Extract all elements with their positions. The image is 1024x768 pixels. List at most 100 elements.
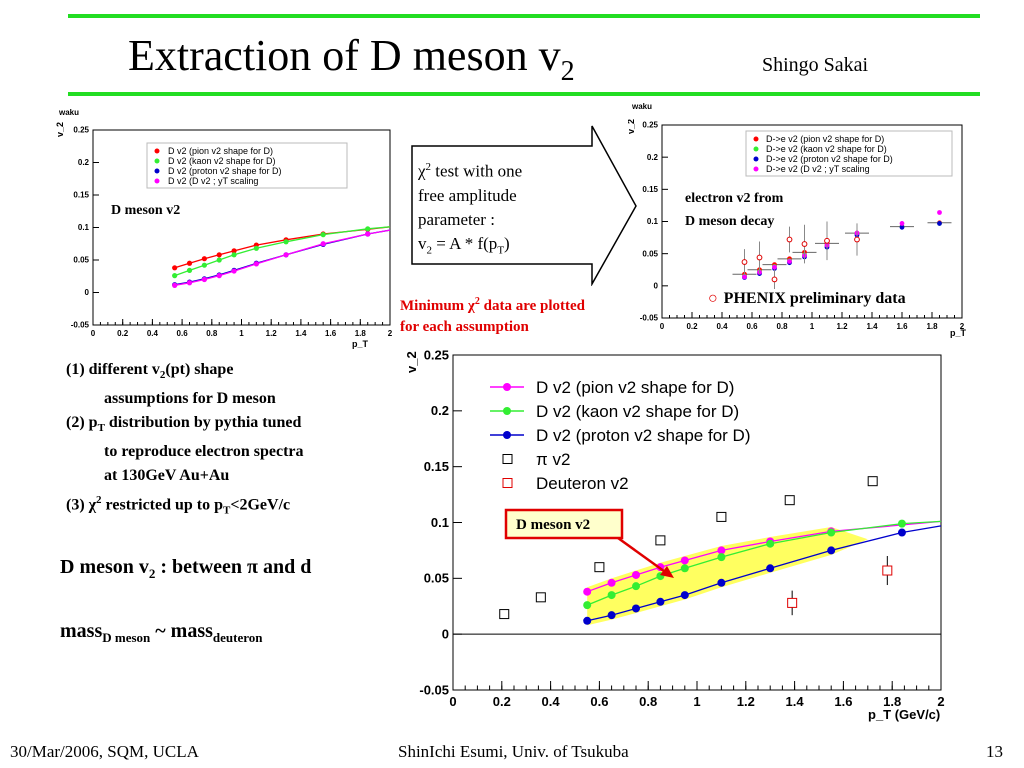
legend-marker [503, 431, 511, 439]
legend-label: Deuteron v2 [536, 474, 629, 493]
open-circle-icon: ○ [708, 290, 718, 307]
x-tick-label: 1 [810, 322, 815, 331]
data-point [937, 210, 942, 215]
series-line [174, 226, 391, 269]
x-tick-label: 0.6 [177, 329, 189, 338]
legend-marker [154, 158, 160, 164]
pion-point [655, 535, 666, 546]
bottom-green-rule [68, 92, 980, 96]
panel-tag: waku [631, 102, 652, 111]
y-tick-label: 0.15 [73, 191, 89, 200]
data-point [801, 241, 808, 247]
x-tick-label: 1.8 [883, 694, 901, 709]
data-point [172, 265, 178, 271]
legend-label: D v2 (kaon v2 shape for D) [168, 156, 276, 166]
data-point [186, 280, 193, 286]
list-item-cont: at 130GeV Au+Au [104, 467, 230, 485]
data-point [253, 261, 259, 267]
data-point [824, 237, 830, 244]
data-point [186, 267, 193, 273]
callout-arrow [617, 536, 669, 576]
pion-point [784, 495, 795, 506]
x-tick-label: 1.4 [295, 329, 307, 338]
x-tick-label: 1.4 [786, 694, 805, 709]
x-tick-label: 0 [91, 329, 96, 338]
phenix-label: ○ PHENIX preliminary data [708, 290, 906, 307]
legend-marker [502, 478, 513, 488]
series-line [174, 226, 391, 277]
x-tick-label: 0.8 [639, 694, 657, 709]
y-axis-label: v_2 [404, 351, 419, 373]
data-point [827, 528, 836, 537]
data-point [607, 591, 616, 600]
data-point [742, 274, 747, 280]
x-tick-label: 0.4 [716, 322, 728, 331]
x-axis-label: p_T [950, 328, 967, 338]
data-point [741, 259, 748, 265]
inner-label: electron v2 from [685, 191, 784, 206]
x-tick-label: 0.2 [493, 694, 511, 709]
list-item-cont: to reproduce electron spectra [104, 443, 304, 461]
data-point [365, 226, 371, 232]
data-point [583, 616, 592, 625]
x-tick-label: 1.2 [836, 322, 848, 331]
pion-point [499, 609, 510, 620]
y-tick-label: 0.05 [424, 571, 449, 586]
pion-point [867, 476, 878, 487]
x-tick-label: 0.6 [590, 694, 608, 709]
data-point [897, 519, 906, 528]
list-item: (2) pT distribution by pythia tuned [66, 414, 302, 435]
x-tick-label: 2 [388, 329, 393, 338]
arrow-box-text: χ2 test with one free amplitude paramete… [418, 161, 523, 257]
legend-marker [753, 136, 759, 142]
callout-arrowhead [660, 566, 674, 578]
x-tick-label: 0.4 [542, 694, 561, 709]
legend-label: D v2 (proton v2 shape for D) [168, 166, 282, 176]
data-point [632, 604, 640, 613]
y-tick-label: -0.05 [640, 314, 659, 323]
legend-box [745, 130, 953, 177]
y-axis-label: v_2 [55, 122, 65, 137]
data-point [772, 264, 777, 270]
x-tick-label: 1 [239, 329, 244, 338]
series-line [586, 520, 942, 606]
y-tick-label: 0.25 [424, 347, 449, 362]
x-tick-label: 1.6 [325, 329, 337, 338]
data-point [756, 254, 763, 261]
data-point [231, 248, 237, 254]
slide-title: Extraction of D meson v2 [128, 31, 575, 87]
x-tick-label: 1.2 [266, 329, 278, 338]
x-tick-label: 1.6 [834, 694, 852, 709]
data-point [216, 257, 222, 263]
series-line [174, 229, 391, 286]
data-point [583, 601, 592, 610]
x-tick-label: 0 [660, 322, 665, 331]
data-point [680, 564, 689, 573]
data-point [283, 252, 289, 258]
y-tick-label: 0.25 [642, 121, 658, 130]
top-green-rule [68, 14, 980, 18]
minimum-chi2-note: Minimum χ2 data are plotted for each ass… [400, 296, 585, 335]
y-tick-label: 0.2 [431, 403, 449, 418]
data-point [607, 611, 616, 620]
x-tick-label: 0.8 [206, 329, 218, 338]
y-tick-label: -0.05 [419, 682, 449, 697]
callout-label: D meson v2 [516, 517, 590, 533]
data-point [766, 539, 775, 548]
data-point [201, 276, 207, 283]
chi2-arrow-box [411, 125, 637, 286]
author-name: Shingo Sakai [762, 54, 869, 76]
x-tick-label: 2 [960, 322, 965, 331]
legend-marker [154, 178, 160, 184]
legend-label: π v2 [536, 450, 570, 469]
legend-label: D v2 (D v2 ; yT scaling [168, 176, 258, 186]
data-point [766, 564, 775, 573]
data-point [253, 245, 259, 251]
x-axis-label: p_T (GeV/c) [868, 707, 940, 722]
pion-point [594, 562, 605, 573]
y-tick-label: 0.1 [431, 515, 449, 530]
legend-marker [502, 454, 513, 464]
legend-label: D->e v2 (proton v2 shape for D) [766, 154, 893, 164]
list-item-cont: assumptions for D meson [104, 390, 276, 408]
